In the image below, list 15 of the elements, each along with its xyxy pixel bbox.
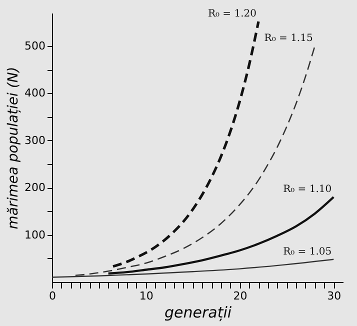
y-tick-label: 300 — [24, 134, 46, 147]
x-tick-label: 30 — [327, 290, 342, 302]
y-tick-label: 500 — [24, 40, 46, 53]
x-tick-label: 20 — [233, 290, 248, 302]
x-tick-label: 10 — [139, 290, 154, 302]
series-label: R₀ = 1.20 — [208, 8, 257, 20]
x-tick-label: 0 — [49, 290, 56, 302]
y-axis-title: mărimea populației (N) — [6, 66, 22, 230]
y-tick-label: 200 — [24, 181, 46, 194]
series-label: R₀ = 1.10 — [283, 184, 332, 196]
y-tick-label: 100 — [24, 228, 46, 242]
series-label: R₀ = 1.15 — [264, 33, 313, 44]
x-axis-title: generații — [164, 304, 232, 322]
series-label: R₀ = 1.05 — [283, 246, 332, 258]
y-tick-label: 400 — [24, 86, 46, 100]
